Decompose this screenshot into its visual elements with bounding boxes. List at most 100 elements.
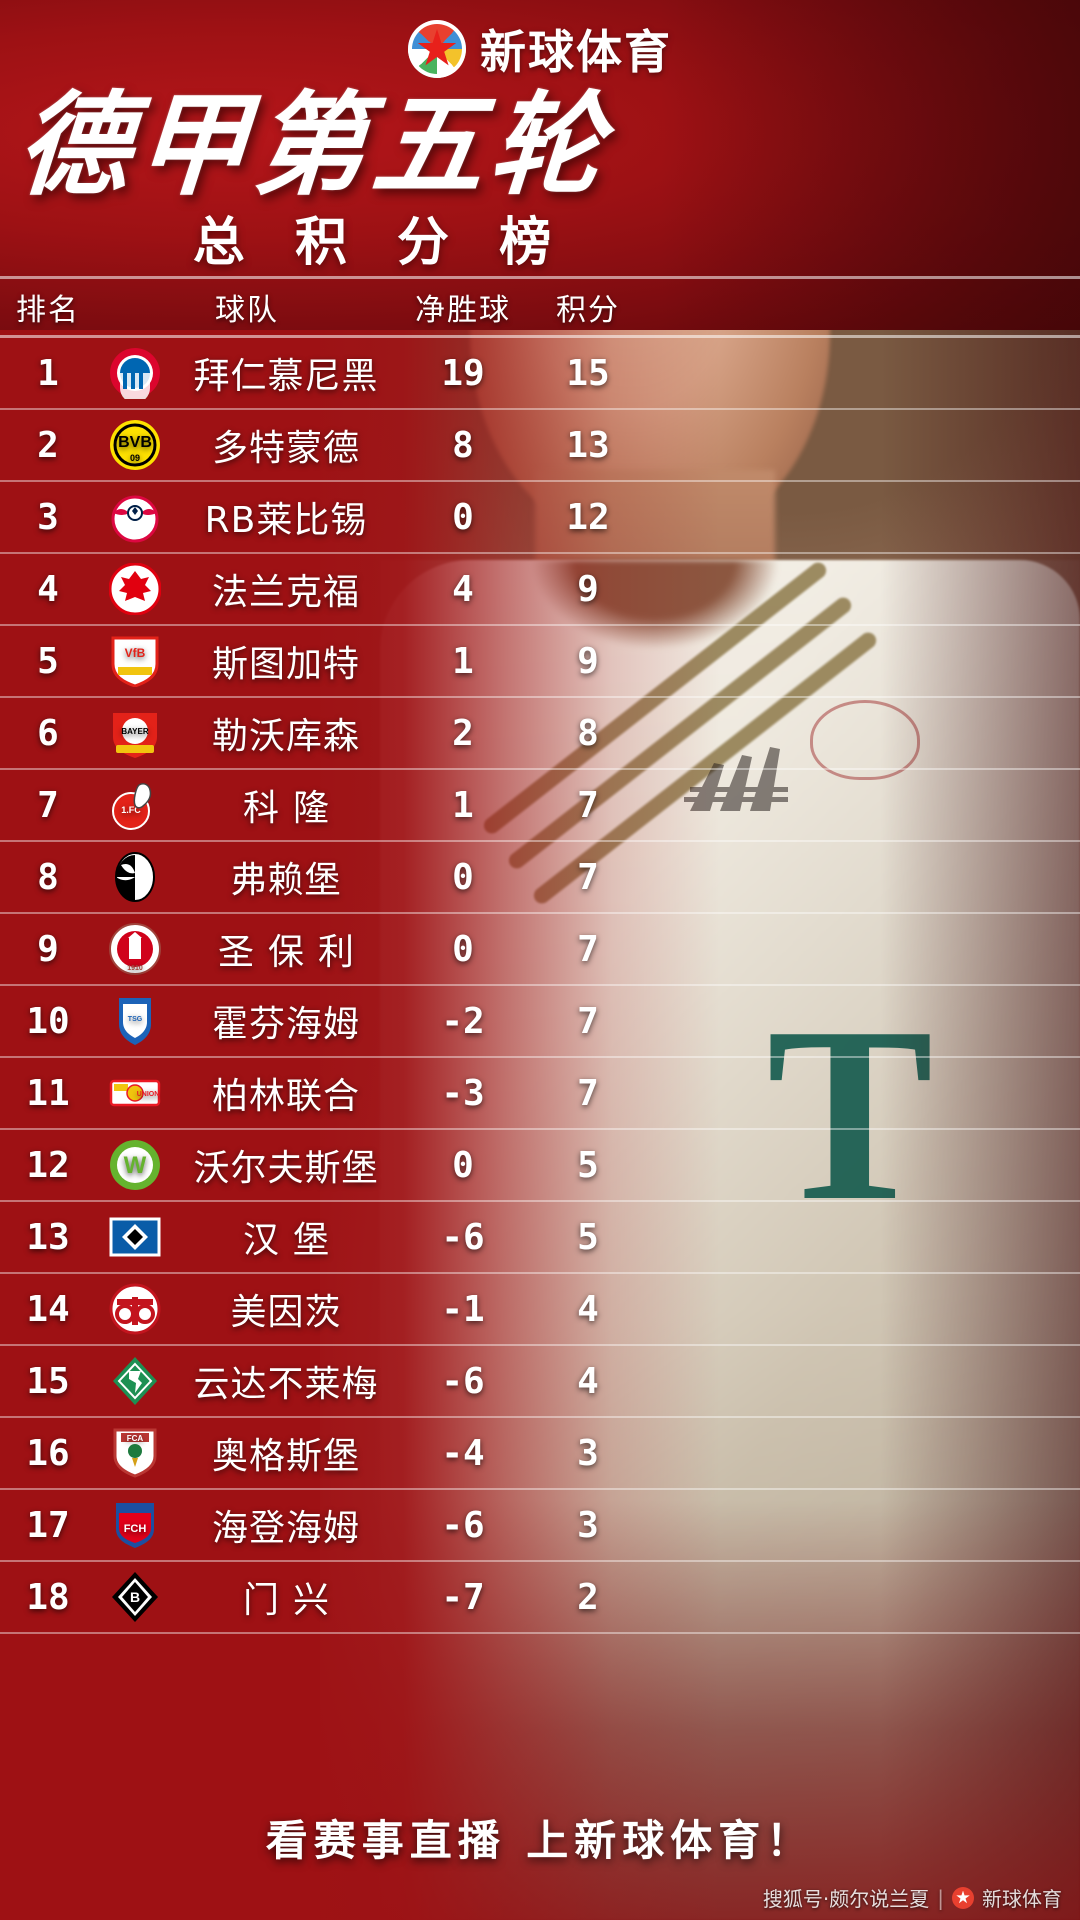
cell-goal-difference: 4 bbox=[452, 568, 474, 610]
cell-team-name: 海登海姆 bbox=[211, 1508, 360, 1549]
fc-augsburg-crest-icon: FCA bbox=[96, 1427, 174, 1479]
table-row[interactable]: 5 VfB 斯图加特 1 9 bbox=[0, 626, 1080, 698]
cell-team-name: 法兰克福 bbox=[211, 572, 360, 613]
cell-team-name: 拜仁慕尼黑 bbox=[193, 356, 379, 397]
cell-team-name: 弗赖堡 bbox=[230, 860, 342, 901]
cell-goal-difference: 1 bbox=[452, 640, 474, 682]
svg-text:1.FC: 1.FC bbox=[121, 805, 141, 815]
cell-team-name: 汉堡 bbox=[242, 1220, 343, 1261]
heidenheim-crest-icon: FCH bbox=[96, 1499, 174, 1551]
svg-text:TSG: TSG bbox=[128, 1016, 143, 1023]
svg-text:FCA: FCA bbox=[127, 1434, 144, 1443]
cell-goal-difference: 19 bbox=[441, 352, 485, 394]
cell-rank: 10 bbox=[26, 1000, 70, 1042]
table-row[interactable]: 3 RB莱比锡 0 12 bbox=[0, 482, 1080, 554]
table-row[interactable]: 17 FCH 海登海姆 -6 3 bbox=[0, 1490, 1080, 1562]
borussia-dortmund-crest-icon: BVB 09 bbox=[96, 419, 174, 471]
brand-name: 新球体育 bbox=[480, 25, 672, 79]
cell-team-name: RB莱比锡 bbox=[204, 500, 368, 541]
mainz-05-crest-icon bbox=[96, 1283, 174, 1335]
star-shape bbox=[417, 29, 457, 66]
rb-leipzig-crest-icon bbox=[96, 491, 174, 543]
cell-team-name: 斯图加特 bbox=[211, 644, 360, 685]
cell-team-name: 科隆 bbox=[242, 788, 343, 829]
cell-rank: 12 bbox=[26, 1144, 70, 1186]
cell-rank: 17 bbox=[26, 1504, 70, 1546]
cell-rank: 3 bbox=[37, 496, 59, 538]
table-row[interactable]: 13 汉堡 -6 5 bbox=[0, 1202, 1080, 1274]
werder-bremen-crest-icon bbox=[96, 1355, 174, 1407]
cell-goal-difference: 0 bbox=[452, 928, 474, 970]
cell-goal-difference: 1 bbox=[452, 784, 474, 826]
cell-rank: 2 bbox=[37, 424, 59, 466]
cell-points: 5 bbox=[577, 1144, 599, 1186]
header-rank: 排名 bbox=[16, 293, 80, 328]
cell-team-name: 多特蒙德 bbox=[211, 428, 360, 469]
table-row[interactable]: 8 弗赖堡 0 7 bbox=[0, 842, 1080, 914]
star-football-logo-icon bbox=[408, 20, 466, 78]
hamburger-sv-crest-icon bbox=[96, 1211, 174, 1263]
cell-goal-difference: 0 bbox=[452, 496, 474, 538]
cell-points: 3 bbox=[577, 1504, 599, 1546]
table-row[interactable]: 9 1910 圣保利 0 7 bbox=[0, 914, 1080, 986]
table-row[interactable]: 11 UNION 柏林联合 -3 7 bbox=[0, 1058, 1080, 1130]
table-row[interactable]: 1 拜仁慕尼黑 19 15 bbox=[0, 338, 1080, 410]
cell-goal-difference: -6 bbox=[441, 1360, 485, 1402]
svg-text:BVB: BVB bbox=[118, 434, 152, 451]
cell-points: 9 bbox=[577, 640, 599, 682]
cell-goal-difference: 8 bbox=[452, 424, 474, 466]
st-pauli-crest-icon: 1910 bbox=[96, 923, 174, 975]
cell-goal-difference: -6 bbox=[441, 1504, 485, 1546]
sc-freiburg-crest-icon bbox=[96, 851, 174, 903]
cell-points: 7 bbox=[577, 1072, 599, 1114]
bayer-leverkusen-crest-icon: BAYER bbox=[96, 707, 174, 759]
table-row[interactable]: 10 TSG 霍芬海姆 -2 7 bbox=[0, 986, 1080, 1058]
union-berlin-crest-icon: UNION bbox=[96, 1067, 174, 1119]
table-row[interactable]: 16 FCA 奥格斯堡 -4 3 bbox=[0, 1418, 1080, 1490]
svg-text:B: B bbox=[130, 1589, 140, 1605]
cell-points: 7 bbox=[577, 928, 599, 970]
cell-team-name: 门兴 bbox=[242, 1580, 343, 1621]
svg-text:1910: 1910 bbox=[127, 965, 143, 972]
cell-rank: 8 bbox=[37, 856, 59, 898]
table-row[interactable]: 14 美因茨 -1 4 bbox=[0, 1274, 1080, 1346]
cell-goal-difference: -3 bbox=[441, 1072, 485, 1114]
table-row[interactable]: 18 B 门兴 -7 2 bbox=[0, 1562, 1080, 1634]
cell-rank: 15 bbox=[26, 1360, 70, 1402]
table-row[interactable]: 4 法兰克福 4 9 bbox=[0, 554, 1080, 626]
hoffenheim-crest-icon: TSG bbox=[96, 995, 174, 1047]
cell-team-name: 霍芬海姆 bbox=[211, 1004, 360, 1045]
table-row[interactable]: 15 云达不莱梅 -6 4 bbox=[0, 1346, 1080, 1418]
sohu-star-icon bbox=[952, 1886, 974, 1909]
cell-team-name: 沃尔夫斯堡 bbox=[193, 1148, 379, 1189]
standings-table: 排名 球队 净胜球 积分 1 拜仁慕尼黑 19 15 2 BVB 09 多特蒙德 8 13 3 RB莱… bbox=[0, 276, 1080, 1634]
cell-points: 4 bbox=[577, 1288, 599, 1330]
cell-team-name: 云达不莱梅 bbox=[193, 1364, 379, 1405]
cell-rank: 11 bbox=[26, 1072, 70, 1114]
cell-points: 5 bbox=[577, 1216, 599, 1258]
bayern-munich-crest-icon bbox=[96, 347, 174, 399]
cell-rank: 5 bbox=[37, 640, 59, 682]
cell-goal-difference: -7 bbox=[441, 1576, 485, 1618]
cell-team-name: 美因茨 bbox=[230, 1292, 342, 1333]
watermark-account: 新球体育 bbox=[982, 1887, 1062, 1911]
table-row[interactable]: 7 1.FC 科隆 1 7 bbox=[0, 770, 1080, 842]
cell-points: 7 bbox=[577, 784, 599, 826]
table-row[interactable]: 12 W 沃尔夫斯堡 0 5 bbox=[0, 1130, 1080, 1202]
cell-goal-difference: -1 bbox=[441, 1288, 485, 1330]
fc-koln-crest-icon: 1.FC bbox=[96, 779, 174, 831]
svg-text:BAYER: BAYER bbox=[121, 727, 148, 736]
brand-header: 新球体育 bbox=[0, 14, 1080, 84]
table-row[interactable]: 6 BAYER 勒沃库森 2 8 bbox=[0, 698, 1080, 770]
cell-points: 9 bbox=[577, 568, 599, 610]
eintracht-frankfurt-crest-icon bbox=[96, 563, 174, 615]
cell-points: 7 bbox=[577, 856, 599, 898]
cell-rank: 6 bbox=[37, 712, 59, 754]
cell-goal-difference: -2 bbox=[441, 1000, 485, 1042]
table-body: 1 拜仁慕尼黑 19 15 2 BVB 09 多特蒙德 8 13 3 RB莱比锡 0 12 4 法兰克福 4 9 5… bbox=[0, 338, 1080, 1634]
cell-team-name: 圣保利 bbox=[217, 932, 368, 973]
cell-goal-difference: 2 bbox=[452, 712, 474, 754]
svg-text:FCH: FCH bbox=[124, 1523, 147, 1535]
table-row[interactable]: 2 BVB 09 多特蒙德 8 13 bbox=[0, 410, 1080, 482]
cell-team-name: 柏林联合 bbox=[211, 1076, 360, 1117]
